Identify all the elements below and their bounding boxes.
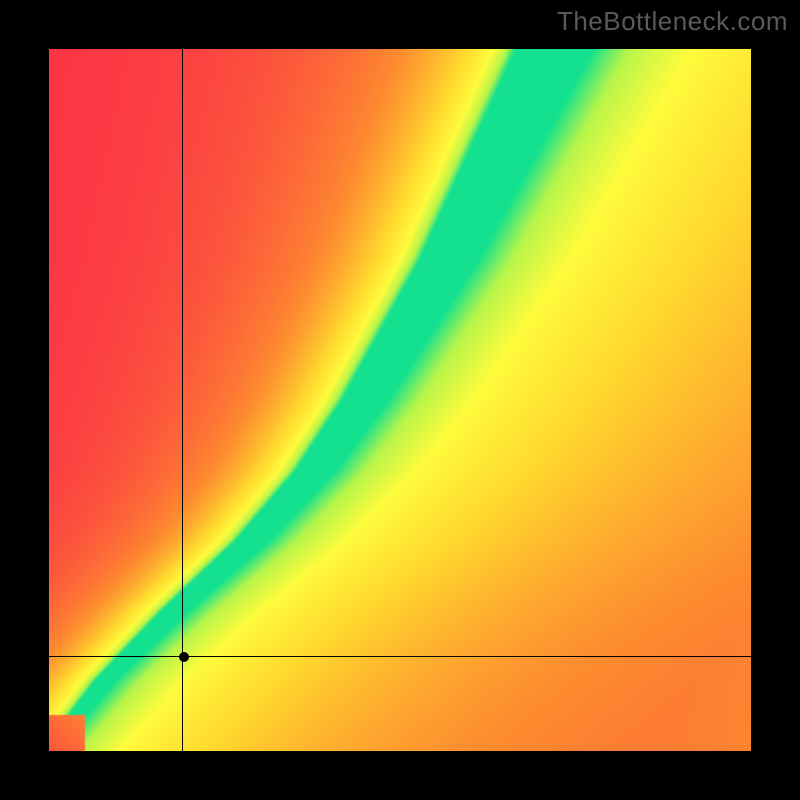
- crosshair-vertical: [182, 49, 183, 751]
- watermark-text: TheBottleneck.com: [557, 6, 788, 37]
- crosshair-horizontal: [49, 656, 751, 657]
- chart-container: TheBottleneck.com: [0, 0, 800, 800]
- heatmap-canvas: [49, 49, 751, 751]
- marker-dot: [179, 652, 189, 662]
- plot-area: [49, 49, 751, 751]
